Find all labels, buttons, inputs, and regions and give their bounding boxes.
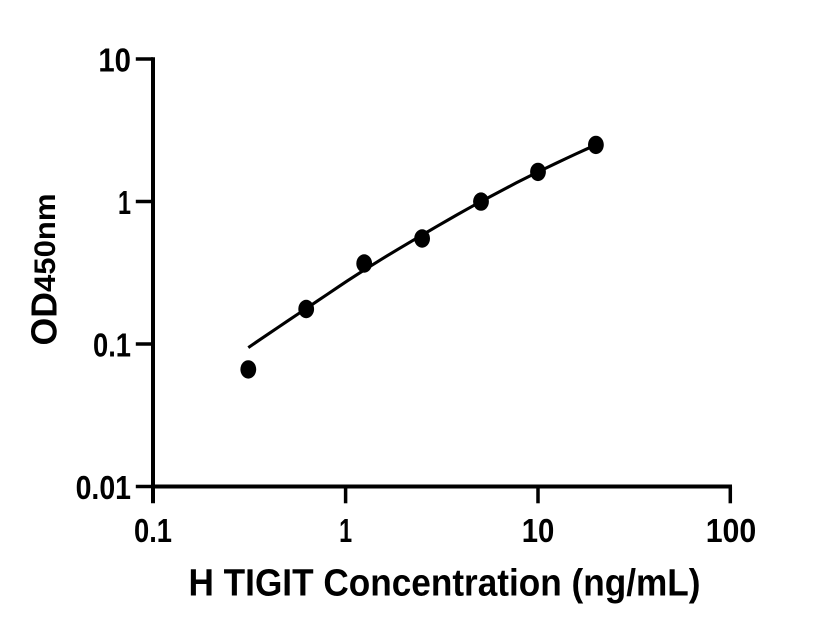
svg-text:0.01: 0.01 [76, 470, 131, 507]
svg-text:0.1: 0.1 [93, 327, 131, 364]
svg-text:H TIGIT Concentration (ng/mL): H TIGIT Concentration (ng/mL) [189, 563, 701, 605]
svg-text:0.1: 0.1 [134, 513, 172, 550]
svg-text:450nm: 450nm [29, 194, 62, 293]
svg-text:100: 100 [706, 513, 757, 550]
svg-text:1: 1 [339, 513, 352, 550]
svg-text:10: 10 [522, 513, 555, 550]
svg-text:1: 1 [118, 185, 131, 222]
svg-text:OD: OD [24, 292, 65, 346]
svg-text:10: 10 [98, 42, 131, 79]
